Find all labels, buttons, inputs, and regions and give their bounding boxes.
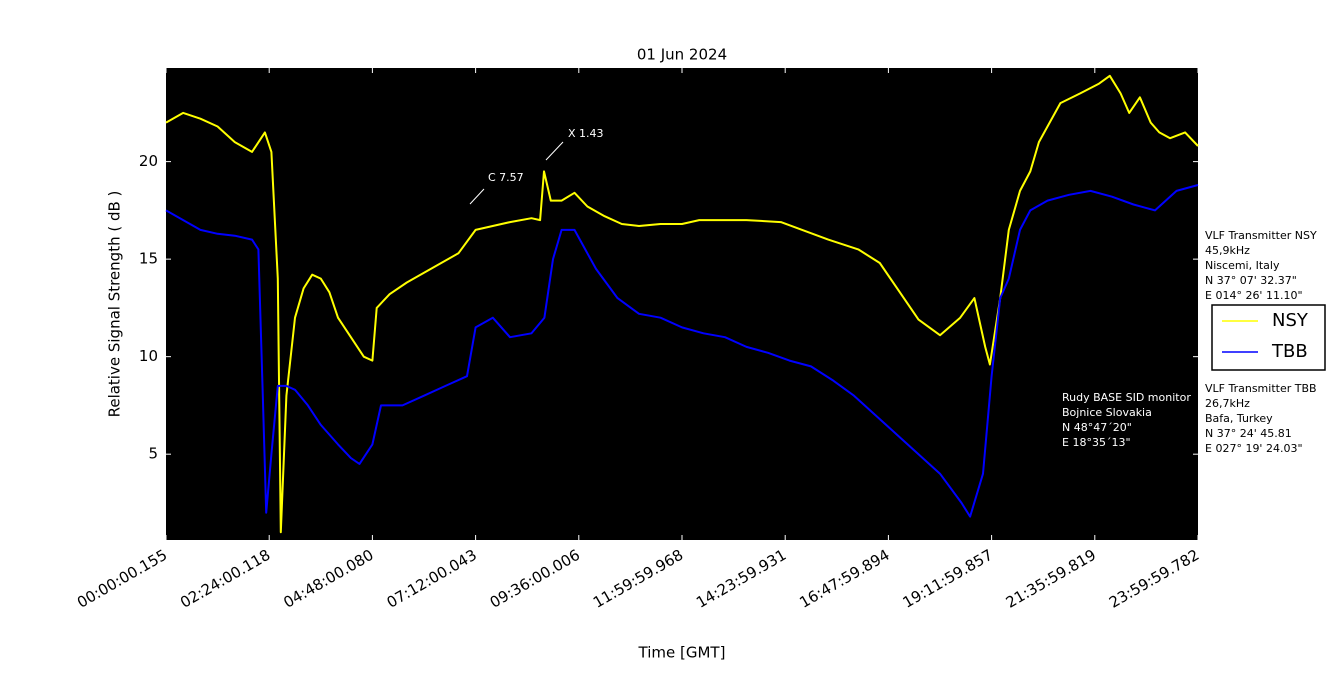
series-line [165,184,1199,518]
x-tick-label: 21:35:59.819 [1003,546,1099,612]
info-line: VLF Transmitter TBB [1205,382,1317,395]
transmitter-info: VLF Transmitter NSY 45,9kHz Niscemi, Italy… [1205,229,1317,302]
info-line: 26,7kHz [1205,397,1250,410]
x-tick-label: 07:12:00.043 [384,546,480,612]
annotation: C 7.57 [488,171,524,184]
series-line [165,74,1199,534]
y-tick-label: 15 [139,250,158,268]
legend-label: NSY [1272,310,1309,331]
x-axis-label: Time [GMT] [638,644,726,662]
info-line: N 37° 24' 45.81 [1205,427,1292,440]
legend-label: TBB [1271,341,1308,362]
plot-area [166,68,1198,540]
info-line: N 48°47´20" [1062,421,1132,434]
info-line: N 37° 07' 32.37" [1205,274,1297,287]
legend [1211,304,1326,371]
x-tick-label: 23:59:59.782 [1106,546,1202,612]
annotation-pointer [545,141,564,161]
x-tick-label: 09:36:00.006 [487,546,583,612]
chart-title: 01 Jun 2024 [637,46,727,64]
y-axis-label: Relative Signal Strength ( dB ) [106,191,124,418]
annotation: X 1.43 [568,127,604,140]
info-line: E 18°35´13" [1062,436,1131,449]
info-line: 45,9kHz [1205,244,1250,257]
info-line: Bojnice Slovakia [1062,406,1152,419]
y-tick-label: 10 [139,347,158,365]
info-line: VLF Transmitter NSY [1205,229,1317,242]
x-tick-label: 19:11:59.857 [900,546,996,612]
x-tick-label: 16:47:59.894 [796,546,892,612]
info-line: Niscemi, Italy [1205,259,1280,272]
info-line: Bafa, Turkey [1205,412,1273,425]
y-tick-label: 5 [148,445,158,463]
y-tick-label: 20 [139,152,158,170]
info-line: E 014° 26' 11.10" [1205,289,1303,302]
x-tick-label: 04:48:00.080 [280,546,376,612]
transmitter-info: VLF Transmitter TBB 26,7kHz Bafa, Turkey N … [1205,382,1317,455]
info-line: Rudy BASE SID monitor [1062,391,1191,404]
info-line: E 027° 19' 24.03" [1205,442,1303,455]
x-tick-label: 00:00:00.155 [74,546,170,612]
station-info: Rudy BASE SID monitor Bojnice Slovakia N 4… [1062,391,1191,449]
x-tick-label: 02:24:00.118 [177,546,273,612]
x-tick-label: 11:59:59.968 [590,546,686,612]
x-tick-label: 14:23:59.931 [693,546,789,612]
annotation-pointer [469,188,485,205]
